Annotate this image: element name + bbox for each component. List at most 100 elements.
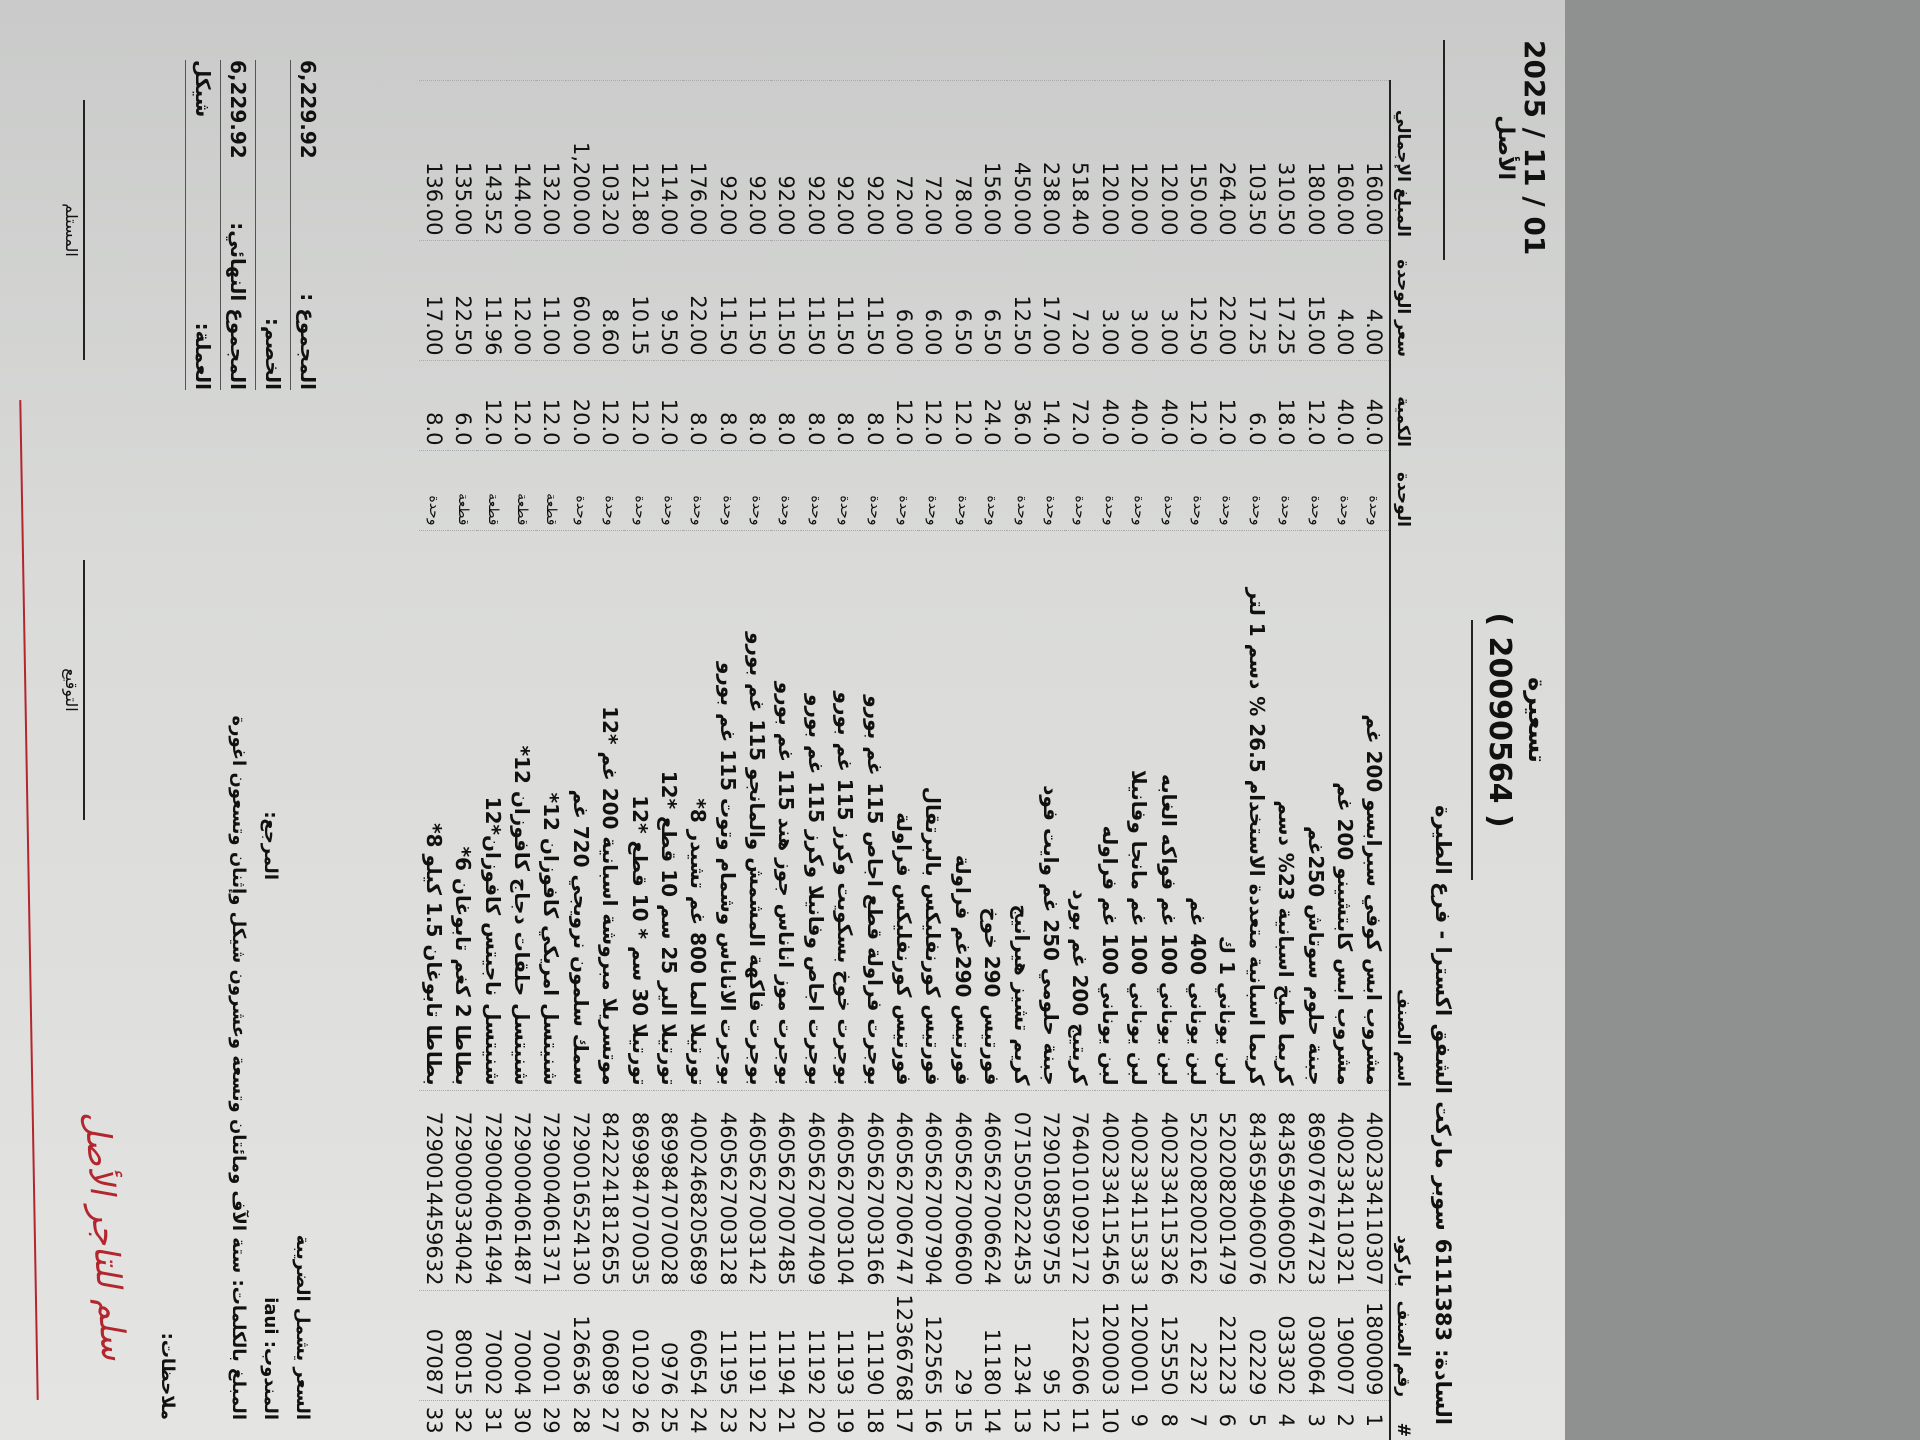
cell-unit-price: 3.00 [1095,240,1125,360]
cell-index: 5 [1242,1400,1272,1440]
discount-label: الخصم: [261,317,285,390]
rep-value: iaui [260,1297,281,1335]
cell-barcode: 0715050222453 [1006,1090,1037,1290]
table-row: 2 190007 4002334110321 مشروب ابس كابتشينو 2… [1330,80,1360,1440]
cell-index: 30 [507,1400,537,1440]
cell-barcode: 4605627003166 [859,1090,890,1290]
cell-item-name: كريم تشيز هيرانيج [1006,530,1037,1090]
table-row: 33 07087 7290014459632 بطاطا تابوغان 1.5 كي… [419,80,449,1440]
cell-line-total: 310.50 [1271,80,1301,240]
cell-barcode: 4605627007904 [918,1090,949,1290]
cell-barcode: 4002468205689 [683,1090,714,1290]
cell-item-number: 70002 [477,1290,508,1400]
cell-barcode: 5202082001479 [1212,1090,1243,1290]
copy-label: الأصل [1493,115,1518,181]
cell-quantity: 12.0 [595,360,625,450]
cell-item-number: 122606 [1065,1290,1096,1400]
cell-quantity: 12.0 [477,360,508,450]
cell-item-name: جبنة حلوم سوتاش 250غم [1300,530,1331,1090]
cell-unit: وحدة [1242,450,1272,530]
cell-barcode: 7290014459632 [419,1090,449,1290]
cell-unit-price: 17.00 [419,240,449,360]
cell-barcode: 4002334110307 [1359,1090,1390,1290]
cell-line-total: 92.00 [742,80,772,240]
cell-quantity: 12.0 [1212,360,1243,450]
cell-line-total: 92.00 [713,80,743,240]
cell-unit-price: 22.00 [683,240,714,360]
cell-item-number: 221223 [1212,1290,1243,1400]
cell-item-number: 0976 [654,1290,684,1400]
cell-line-total: 238.00 [1036,80,1066,240]
cell-barcode: 7640101092172 [1065,1090,1096,1290]
cell-item-number: 126636 [566,1290,596,1400]
cell-item-number: 1200003 [1095,1290,1125,1400]
cell-quantity: 12.0 [948,360,978,450]
cell-line-total: 180.00 [1300,80,1331,240]
cell-unit: قطعة [507,450,537,530]
cell-unit-price: 9.50 [654,240,684,360]
cell-index: 10 [1095,1400,1125,1440]
divider [1471,620,1473,880]
cell-line-total: 264.00 [1212,80,1243,240]
cell-item-name: شنيتسل ناجيتس كافوزان*12 [477,530,508,1090]
cell-item-number: 07087 [419,1290,449,1400]
cell-unit: وحدة [1065,450,1096,530]
cell-item-number: 29 [948,1290,978,1400]
cell-item-name: بوجرت فاكهة المشمش والمانجو 115 غم بورو [742,530,772,1090]
cell-unit: وحدة [742,450,772,530]
cell-index: 21 [771,1400,802,1440]
cell-unit-price: 11.50 [771,240,802,360]
cell-unit-price: 11.50 [713,240,743,360]
cell-item-name: بطاطا 2 كغم تابوغان 6* [448,530,478,1090]
cell-line-total: 114.00 [654,80,684,240]
cell-line-total: 121.80 [624,80,655,240]
cell-line-total: 1,200.00 [566,80,596,240]
cell-index: 28 [566,1400,596,1440]
table-row: 7 2232 5202082002162 لبن يوناني 400 غم وحدة 1… [1183,80,1213,1440]
table-row: 12 95 7290108509755 جبنة حلومي 250 غم وايت … [1036,80,1066,1440]
cell-line-total: 450.00 [1006,80,1037,240]
cell-line-total: 150.00 [1183,80,1213,240]
cell-unit: وحدة [830,450,860,530]
cell-barcode: 4605627003104 [830,1090,860,1290]
cell-line-total: 92.00 [801,80,831,240]
cell-index: 2 [1330,1400,1360,1440]
cell-index: 33 [419,1400,449,1440]
column-header-quantity: الكمية [1390,360,1415,450]
table-row: 5 02229 8436594060076 كريما اسبانية متعددة … [1242,80,1272,1440]
cell-index: 8 [1153,1400,1184,1440]
red-pen-line [19,400,39,1400]
cell-item-name: جبنة حلومي 250 غم وايت فود [1036,530,1066,1090]
cell-barcode: 8699847070028 [654,1090,684,1290]
cell-unit: وحدة [977,450,1007,530]
cell-unit-price: 11.50 [801,240,831,360]
cell-unit-price: 3.00 [1153,240,1184,360]
cell-quantity: 12.0 [889,360,919,450]
cell-quantity: 8.0 [713,360,743,450]
words-label: المبلغ بالكلمات: [228,1279,249,1420]
cell-unit-price: 17.25 [1271,240,1301,360]
cell-index: 24 [683,1400,714,1440]
cell-index: 32 [448,1400,478,1440]
cell-unit-price: 22.00 [1212,240,1243,360]
cell-line-total: 144.00 [507,80,537,240]
cell-unit: وحدة [1359,450,1390,530]
cell-unit-price: 12.50 [1183,240,1213,360]
cell-item-name: موتسريلا مبروشة اسبانية 200 غم *12 [595,530,625,1090]
table-row: 25 0976 8699847070028 تورتيلا الير 25 سم 10… [654,80,684,1440]
cell-item-number: 11180 [977,1290,1007,1400]
cell-unit-price: 6.50 [948,240,978,360]
cell-quantity: 8.0 [859,360,890,450]
cell-quantity: 72.0 [1065,360,1096,450]
cell-item-number: 1234 [1006,1290,1037,1400]
cell-quantity: 20.0 [566,360,596,450]
table-row: 32 80015 7290000334042 بطاطا 2 كغم تابوغان … [448,80,478,1440]
cell-line-total: 136.00 [419,80,449,240]
cell-unit: وحدة [566,450,596,530]
cell-item-name: كريما اسبانية متعددة الاستخدام 26.5 % دس… [1242,530,1272,1090]
cell-line-total: 135.00 [448,80,478,240]
amount-words-line: المبلغ بالكلمات: ستة الآف ومائتان وتسعة … [225,715,251,1420]
cell-unit: وحدة [1124,450,1154,530]
cell-quantity: 40.0 [1153,360,1184,450]
words-value: ستة الآف ومائتان وتسعة وعشرون شيكل وإثنا… [228,715,249,1274]
